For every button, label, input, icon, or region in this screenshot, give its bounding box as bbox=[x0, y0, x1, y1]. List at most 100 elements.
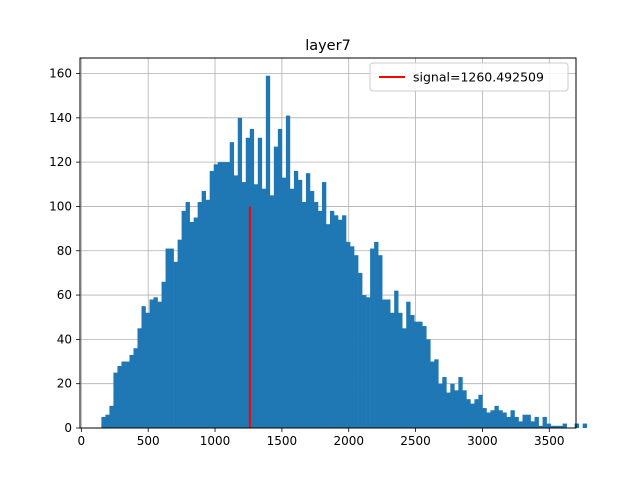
histogram-bar bbox=[434, 359, 439, 428]
x-tick-label: 3000 bbox=[467, 434, 498, 448]
histogram-bar bbox=[149, 299, 154, 428]
histogram-bar bbox=[530, 421, 535, 428]
histogram-bar bbox=[430, 361, 435, 428]
histogram-bar bbox=[209, 170, 214, 428]
histogram-bar bbox=[105, 414, 110, 428]
histogram-bar bbox=[394, 290, 399, 428]
y-tick-label: 100 bbox=[49, 199, 72, 213]
histogram-bar bbox=[522, 414, 527, 428]
histogram-bar bbox=[225, 162, 231, 429]
histogram-bar bbox=[249, 128, 255, 429]
histogram-bar bbox=[406, 301, 411, 428]
y-tick-label: 0 bbox=[64, 421, 72, 435]
histogram-bar bbox=[309, 190, 315, 428]
histogram-bar bbox=[297, 179, 303, 428]
histogram-bar bbox=[217, 162, 223, 429]
histogram-bar bbox=[474, 399, 479, 428]
histogram-bar bbox=[141, 306, 146, 428]
histogram-bar bbox=[101, 416, 106, 428]
histogram-bar bbox=[277, 128, 283, 429]
histogram-bar bbox=[241, 182, 247, 428]
histogram-bar bbox=[478, 394, 483, 428]
axis-ticks: 0 500 1000 1500 2000 2500 3000 3500 0 20 40 60 80 100… bbox=[49, 67, 564, 448]
histogram-bar bbox=[317, 210, 323, 428]
histogram-bar bbox=[281, 177, 287, 428]
histogram-bar bbox=[205, 199, 210, 428]
histogram-bar bbox=[498, 410, 503, 428]
histogram-bar bbox=[562, 423, 567, 428]
histogram-bar bbox=[382, 299, 387, 428]
histogram-bar bbox=[109, 405, 114, 428]
histogram-bar bbox=[321, 182, 327, 428]
legend: signal=1260.492509 bbox=[369, 62, 569, 92]
histogram-bar bbox=[558, 425, 563, 428]
histogram-bar bbox=[390, 312, 395, 428]
y-tick-label: 60 bbox=[57, 288, 72, 302]
histogram-bar bbox=[354, 255, 359, 428]
histogram-bar bbox=[346, 241, 351, 428]
y-tick-label: 120 bbox=[49, 155, 72, 169]
histogram-bar bbox=[189, 221, 194, 428]
histogram-bar bbox=[177, 239, 182, 428]
histogram-bar bbox=[386, 299, 391, 428]
histogram-bar bbox=[446, 392, 451, 428]
histogram-bar bbox=[245, 137, 251, 428]
histogram-bar bbox=[173, 261, 178, 428]
x-tick-label: 2000 bbox=[333, 434, 364, 448]
histogram-bar bbox=[554, 425, 559, 428]
histogram-bar bbox=[129, 354, 134, 428]
histogram-bar bbox=[193, 217, 198, 428]
chart-title: layer7 bbox=[305, 38, 351, 54]
histogram-bar bbox=[470, 403, 475, 428]
histogram-bar bbox=[153, 297, 158, 428]
histogram-bar bbox=[502, 412, 507, 428]
histogram-bar bbox=[305, 173, 311, 428]
histogram-bar bbox=[534, 416, 539, 428]
x-tick-label: 1500 bbox=[267, 434, 298, 448]
y-tick-label: 20 bbox=[57, 377, 72, 391]
histogram-bar bbox=[466, 399, 471, 428]
x-tick-label: 1000 bbox=[200, 434, 231, 448]
histogram-bar bbox=[506, 416, 511, 428]
histogram-bar bbox=[334, 215, 339, 428]
histogram-bar bbox=[113, 372, 118, 428]
x-tick-label: 3500 bbox=[534, 434, 565, 448]
histogram-bar bbox=[350, 246, 355, 428]
histogram-bar bbox=[169, 248, 174, 428]
histogram-bar bbox=[526, 414, 531, 428]
histogram-bar bbox=[378, 255, 383, 428]
histogram-bar bbox=[313, 202, 319, 428]
histogram-bar bbox=[482, 408, 487, 428]
histogram-bar bbox=[269, 195, 275, 428]
histogram-bar bbox=[289, 188, 295, 428]
histogram-bar bbox=[301, 202, 307, 428]
histogram-bar bbox=[161, 281, 166, 428]
histogram-bar bbox=[229, 142, 235, 428]
histogram-bar bbox=[462, 390, 467, 428]
histogram-bar bbox=[582, 423, 587, 428]
histogram-bar bbox=[338, 219, 343, 428]
histogram-bar bbox=[213, 164, 219, 429]
histogram-bar bbox=[414, 321, 419, 428]
histogram-bar bbox=[454, 390, 459, 428]
histogram-bar bbox=[133, 348, 138, 428]
histogram-bar bbox=[458, 377, 463, 428]
histogram-bar bbox=[273, 146, 279, 429]
histogram-bar bbox=[518, 421, 523, 428]
y-tick-label: 160 bbox=[49, 67, 72, 81]
histogram-bar bbox=[486, 412, 491, 428]
histogram-bar bbox=[285, 115, 291, 428]
legend-box bbox=[369, 62, 569, 92]
histogram-bar bbox=[157, 301, 162, 428]
histogram-bar bbox=[410, 315, 415, 428]
x-tick-label: 500 bbox=[137, 434, 160, 448]
histogram-bar bbox=[181, 210, 186, 428]
histogram-bar bbox=[145, 312, 150, 428]
histogram-bar bbox=[426, 339, 431, 428]
histogram-bar bbox=[325, 224, 331, 428]
histogram-bar bbox=[546, 423, 551, 428]
histogram-bar bbox=[362, 295, 367, 428]
histogram-bar bbox=[418, 321, 423, 428]
histogram-bar bbox=[261, 188, 267, 428]
